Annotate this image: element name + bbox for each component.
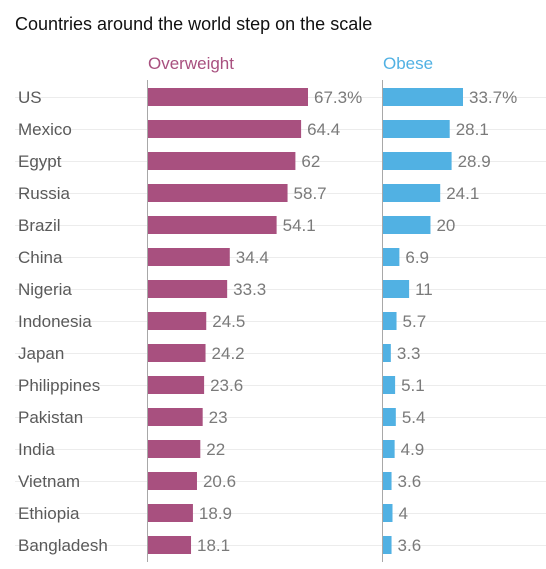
obese-bar [383, 472, 392, 490]
overweight-bar [148, 376, 205, 394]
category-label: Brazil [18, 216, 61, 235]
category-label: Bangladesh [18, 536, 108, 555]
overweight-bar [148, 184, 288, 202]
obese-value-label: 5.4 [402, 408, 426, 427]
obese-value-label: 11 [415, 280, 433, 299]
overweight-bar [148, 248, 230, 266]
overweight-bar [148, 536, 192, 554]
overweight-value-label: 24.2 [212, 344, 245, 363]
overweight-value-label: 23.6 [210, 376, 243, 395]
category-label: Philippines [18, 376, 100, 395]
overweight-value-label: 18.1 [197, 536, 230, 555]
obese-bar [383, 504, 393, 522]
category-label: Vietnam [18, 472, 80, 491]
obese-value-label: 3.3 [397, 344, 421, 363]
overweight-value-label: 34.4 [236, 248, 269, 267]
overweight-value-label: 18.9 [199, 504, 232, 523]
category-label: US [18, 88, 42, 107]
overweight-value-label: 58.7 [294, 184, 327, 203]
overweight-bar [148, 88, 308, 106]
overweight-bar [148, 408, 203, 426]
overweight-value-label: 23 [209, 408, 228, 427]
overweight-bar [148, 152, 296, 170]
obese-value-label: 4.9 [401, 440, 425, 459]
overweight-value-label: 54.1 [283, 216, 316, 235]
legend-obese: Obese [383, 54, 434, 73]
overweight-value-label: 62 [301, 152, 320, 171]
category-label: Pakistan [18, 408, 83, 427]
category-label: Russia [18, 184, 71, 203]
category-label: Nigeria [18, 280, 72, 299]
chart-title: Countries around the world step on the s… [15, 14, 373, 34]
obese-value-label: 3.6 [398, 472, 422, 491]
obese-bar [383, 376, 396, 394]
overweight-value-label: 24.5 [212, 312, 245, 331]
obese-bar [383, 312, 397, 330]
obese-bar [383, 184, 441, 202]
category-label: Japan [18, 344, 64, 363]
overweight-bar [148, 216, 277, 234]
overweight-value-label: 67.3% [314, 88, 362, 107]
obese-value-label: 33.7% [469, 88, 517, 107]
overweight-value-label: 22 [206, 440, 225, 459]
obese-value-label: 4 [398, 504, 407, 523]
overweight-value-label: 20.6 [203, 472, 236, 491]
obese-bar [383, 248, 400, 266]
obese-bar [383, 88, 463, 106]
obese-bar [383, 120, 450, 138]
category-label: Egypt [18, 152, 62, 171]
obese-bar [383, 152, 452, 170]
overweight-value-label: 64.4 [307, 120, 340, 139]
obese-value-label: 24.1 [446, 184, 479, 203]
obese-bar [383, 344, 391, 362]
overweight-bar [148, 504, 193, 522]
category-label: India [18, 440, 55, 459]
obese-bar [383, 440, 395, 458]
obese-value-label: 20 [436, 216, 455, 235]
category-label: China [18, 248, 63, 267]
overweight-bar [148, 344, 206, 362]
obese-value-label: 3.6 [398, 536, 422, 555]
obese-bar [383, 216, 431, 234]
obese-bar [383, 408, 396, 426]
obese-value-label: 28.9 [458, 152, 491, 171]
obese-bar [383, 280, 410, 298]
overweight-bar [148, 440, 201, 458]
obese-value-label: 28.1 [456, 120, 489, 139]
overweight-bar [148, 472, 197, 490]
legend-overweight: Overweight [148, 54, 234, 73]
overweight-bar [148, 312, 207, 330]
category-label: Ethiopia [18, 504, 80, 523]
obese-value-label: 5.1 [401, 376, 425, 395]
overweight-bar [148, 120, 302, 138]
obese-value-label: 6.9 [405, 248, 429, 267]
category-label: Mexico [18, 120, 72, 139]
category-label: Indonesia [18, 312, 92, 331]
obese-value-label: 5.7 [403, 312, 427, 331]
overweight-value-label: 33.3 [233, 280, 266, 299]
overweight-bar [148, 280, 228, 298]
obese-bar [383, 536, 392, 554]
